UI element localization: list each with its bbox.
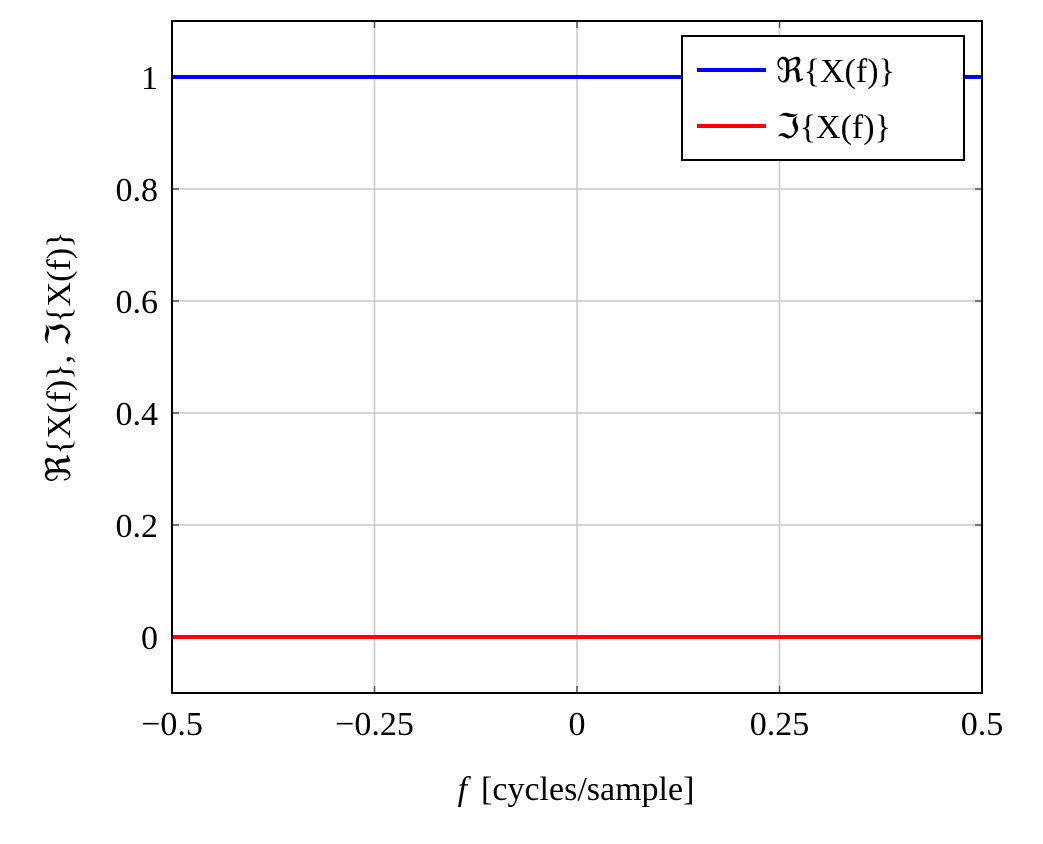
tick-marks: [172, 21, 982, 693]
x-tick-labels: −0.5 −0.25 0 0.25 0.5: [141, 706, 1003, 743]
svg-text:0.4: 0.4: [116, 396, 159, 433]
svg-text:−0.25: −0.25: [335, 706, 414, 743]
y-axis-label: ℜ{X(f)}, ℑ{X(f)}: [41, 232, 78, 483]
legend-label-real: ℜ{X(f)}: [776, 53, 895, 90]
svg-text:0.2: 0.2: [116, 508, 159, 545]
svg-text:0: 0: [141, 620, 158, 657]
svg-text:0.6: 0.6: [116, 284, 159, 321]
svg-text:0.25: 0.25: [750, 706, 810, 743]
legend-label-imag: ℑ{X(f)}: [776, 109, 891, 146]
svg-text:0: 0: [569, 706, 586, 743]
y-tick-labels: 0 0.2 0.4 0.6 0.8 1: [116, 60, 159, 657]
svg-text:0.5: 0.5: [961, 706, 1004, 743]
svg-text:0.8: 0.8: [116, 172, 159, 209]
svg-text:1: 1: [141, 60, 158, 97]
x-axis-label: f [cycles/sample]: [458, 771, 695, 808]
plot-frame: [171, 20, 983, 694]
svg-text:−0.5: −0.5: [141, 706, 203, 743]
legend: ℜ{X(f)} ℑ{X(f)}: [681, 35, 965, 161]
